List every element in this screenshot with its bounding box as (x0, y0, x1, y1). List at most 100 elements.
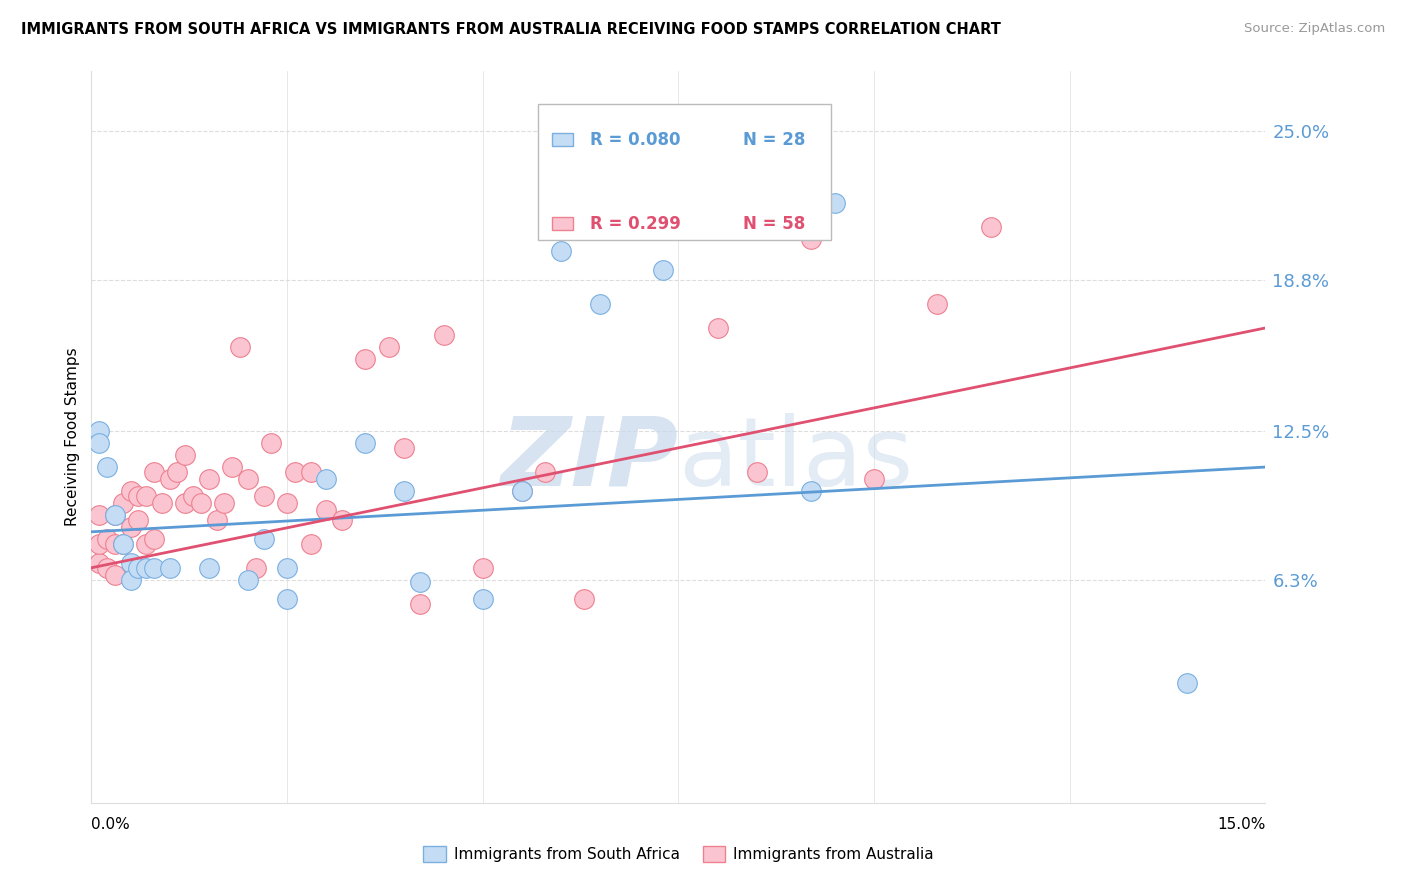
Point (666, 129, 689, 144)
Point (143, 532, 166, 546)
Point (89, 537, 111, 551)
Text: N = 28: N = 28 (742, 131, 806, 149)
Point (510, 483, 533, 498)
Point (354, 436, 377, 450)
Point (89, 424, 111, 438)
Point (181, 489, 204, 503)
Point (800, 232, 823, 246)
Point (471, 591, 494, 606)
Point (276, 561, 298, 575)
Point (824, 196, 846, 211)
Text: R = 0.080: R = 0.080 (591, 131, 681, 149)
Bar (551, 217, 572, 230)
Point (120, 556, 142, 570)
Point (925, 297, 948, 311)
Point (159, 472, 181, 486)
Point (120, 483, 142, 498)
Point (127, 513, 149, 527)
Point (252, 532, 274, 546)
Point (104, 508, 127, 522)
Point (260, 436, 283, 450)
Point (89, 556, 111, 570)
Point (104, 568, 127, 582)
Point (299, 465, 322, 479)
Point (96, 460, 118, 475)
Text: IMMIGRANTS FROM SOUTH AFRICA VS IMMIGRANTS FROM AUSTRALIA RECEIVING FOOD STAMPS : IMMIGRANTS FROM SOUTH AFRICA VS IMMIGRAN… (21, 22, 1001, 37)
Point (190, 496, 212, 510)
FancyBboxPatch shape (537, 104, 831, 240)
Point (127, 561, 149, 575)
Point (236, 573, 259, 587)
Point (432, 328, 454, 343)
Point (299, 537, 322, 551)
Text: ZIP: ZIP (501, 412, 678, 506)
Point (229, 340, 252, 354)
Point (96, 561, 118, 575)
Text: atlas: atlas (678, 412, 914, 506)
Point (276, 496, 298, 510)
Point (166, 465, 188, 479)
Y-axis label: Receiving Food Stamps: Receiving Food Stamps (65, 348, 80, 526)
Point (409, 575, 432, 590)
Point (284, 465, 307, 479)
Point (354, 352, 377, 367)
Point (510, 483, 533, 498)
Point (980, 220, 1002, 235)
Point (252, 489, 274, 503)
Point (394, 483, 416, 498)
Point (330, 513, 353, 527)
Point (89, 436, 111, 450)
Point (205, 513, 228, 527)
Legend: Immigrants from South Africa, Immigrants from Australia: Immigrants from South Africa, Immigrants… (418, 840, 939, 868)
Point (96, 532, 118, 546)
Point (135, 489, 157, 503)
Point (550, 244, 572, 259)
Bar (551, 133, 572, 146)
Point (135, 561, 157, 575)
Point (745, 465, 768, 479)
Point (135, 537, 157, 551)
Point (800, 483, 823, 498)
Point (89, 508, 111, 522)
Point (120, 573, 142, 587)
Point (174, 448, 197, 462)
Point (111, 537, 134, 551)
Point (315, 472, 337, 486)
Point (471, 561, 494, 575)
Point (628, 172, 651, 186)
Text: 15.0%: 15.0% (1218, 817, 1265, 832)
Point (143, 561, 166, 575)
Point (1019, 9, 1042, 23)
Point (706, 321, 728, 335)
Point (104, 508, 127, 522)
Point (197, 472, 219, 486)
Point (104, 537, 127, 551)
Point (236, 472, 259, 486)
Point (574, 591, 596, 606)
Text: N = 58: N = 58 (742, 215, 806, 233)
Point (111, 537, 134, 551)
Point (394, 441, 416, 455)
Point (111, 496, 134, 510)
Point (197, 561, 219, 575)
Point (651, 263, 673, 277)
Point (245, 561, 267, 575)
Text: Source: ZipAtlas.com: Source: ZipAtlas.com (1244, 22, 1385, 36)
Point (159, 561, 181, 575)
Point (534, 465, 557, 479)
Point (150, 496, 173, 510)
Point (127, 489, 149, 503)
Point (589, 297, 612, 311)
Point (221, 460, 243, 475)
Point (863, 472, 886, 486)
Point (1175, 676, 1198, 690)
Point (120, 520, 142, 534)
Point (143, 465, 166, 479)
Point (276, 591, 298, 606)
Text: R = 0.299: R = 0.299 (591, 215, 682, 233)
Point (174, 496, 197, 510)
Point (378, 340, 401, 354)
Text: 0.0%: 0.0% (91, 817, 131, 832)
Point (315, 503, 337, 517)
Point (214, 496, 236, 510)
